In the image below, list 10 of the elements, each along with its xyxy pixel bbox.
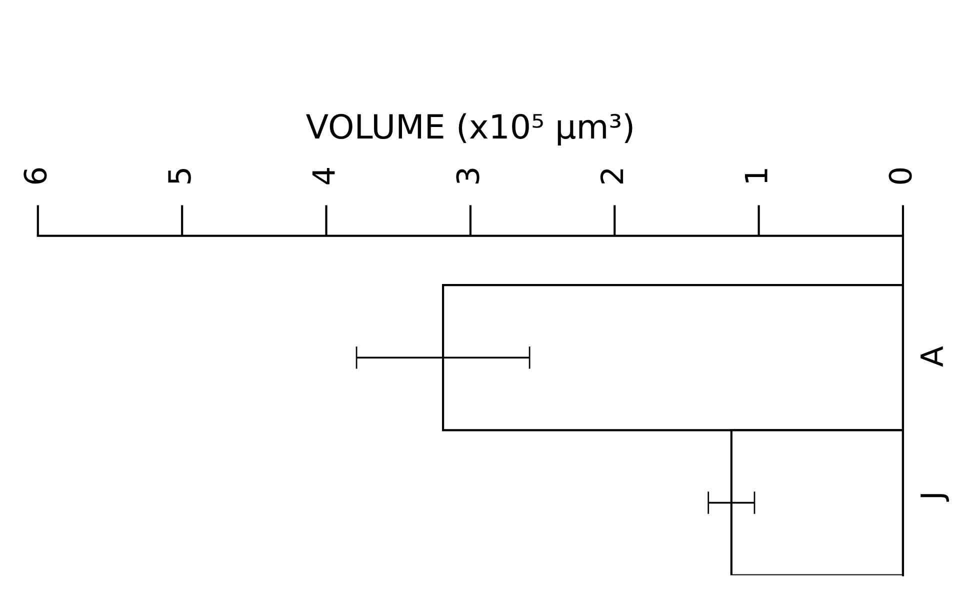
x-tick-label: 0 <box>888 168 912 184</box>
x-tick-label: 3 <box>456 168 480 184</box>
y-tick-label: J <box>920 494 949 502</box>
y-tick-label: A <box>920 346 943 367</box>
x-tick-label: 4 <box>312 168 335 184</box>
x-tick-label: 2 <box>600 169 624 184</box>
x-tick-label: 6 <box>24 168 47 184</box>
x-tick-label: 5 <box>168 169 191 184</box>
x-axis-title: VOLUME (x10⁵ µm³) <box>306 113 632 146</box>
x-tick-label: 1 <box>744 169 768 182</box>
